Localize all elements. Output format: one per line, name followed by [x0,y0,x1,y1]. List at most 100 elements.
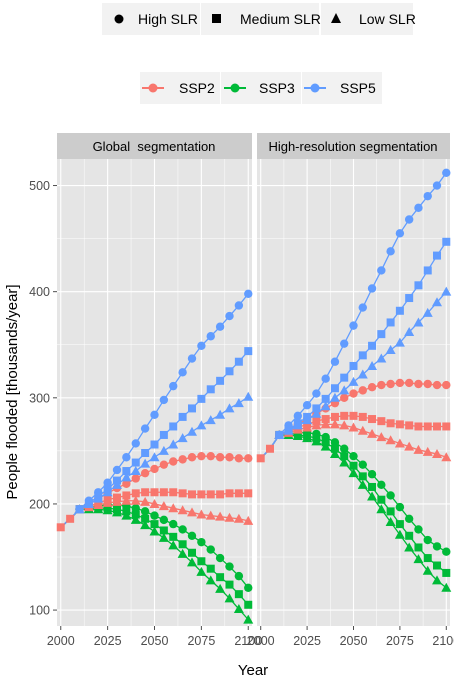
point-ssp3-high-slr [244,583,253,592]
point-ssp5-low-slr [385,345,396,355]
point-ssp2-high-slr [432,380,442,390]
point-ssp2-high-slr [377,380,386,390]
x-tick-label: 2075 [187,634,215,648]
point-ssp5-high-slr [112,465,122,475]
point-ssp3-medium-slr [197,557,206,566]
point-ssp5-high-slr [159,395,169,405]
point-ssp5-high-slr [367,284,377,293]
point-ssp3-medium-slr [433,561,442,570]
point-ssp2-medium-slr [216,490,225,499]
point-ssp2-high-slr [225,453,234,462]
point-ssp3-medium-slr [225,580,234,589]
x-tick-label: 2025 [94,634,122,648]
point-ssp2-high-slr [159,460,169,469]
point-ssp3-low-slr [348,468,359,478]
point-ssp2-low-slr [404,441,415,451]
point-ssp2-low-slr [385,435,396,445]
point-ssp3-high-slr [150,511,159,520]
point-ssp2-medium-slr [368,415,377,424]
point-ssp3-high-slr [423,535,432,545]
point-ssp2-medium-slr [442,422,451,431]
point-ssp2-high-slr [234,454,244,463]
point-ssp5-medium-slr [122,467,131,476]
point-ssp5-low-slr [158,445,169,455]
point-ssp5-low-slr [83,498,94,508]
point-ssp2-low-slr [140,496,151,506]
point-ssp2-medium-slr [414,422,423,431]
point-ssp5-low-slr [404,327,415,337]
y-tick-label: 300 [29,391,50,405]
series-ssp5-medium-slr [260,237,451,459]
point-ssp3-low-slr [205,575,216,585]
point-ssp3-low-slr [441,582,452,592]
point-ssp2-low-slr [441,452,452,462]
point-ssp3-medium-slr [340,452,349,461]
point-ssp5-high-slr [169,381,178,391]
point-ssp3-high-slr [377,480,386,490]
point-ssp5-high-slr [423,191,432,201]
y-tick-label: 400 [29,285,50,299]
point-ssp2-medium-slr [169,488,178,497]
point-ssp5-low-slr [292,420,303,430]
point-ssp3-high-slr [234,571,244,581]
point-ssp2-medium-slr [197,490,206,499]
point-ssp3-low-slr [394,529,405,539]
point-ssp2-high-slr [131,474,140,483]
point-ssp2-low-slr [158,501,169,511]
point-ssp2-high-slr [349,389,358,398]
point-ssp5-high-slr [377,266,386,275]
point-ssp5-low-slr [215,409,226,419]
point-ssp2-low-slr [394,438,405,448]
point-ssp3-medium-slr [141,514,150,523]
y-tick-labels: 100 200 300 400 500 [29,179,57,618]
point-ssp5-medium-slr [216,376,225,385]
point-history [56,523,65,532]
point-ssp5-high-slr [150,410,159,419]
point-ssp3-medium-slr [358,472,367,481]
point-ssp5-low-slr [233,398,244,408]
point-ssp5-medium-slr [131,458,140,467]
point-ssp2-high-slr [178,455,187,464]
point-ssp3-medium-slr [178,540,187,549]
point-ssp5-medium-slr [395,306,404,315]
point-ssp3-high-slr [414,525,423,534]
point-ssp2-medium-slr [321,415,330,424]
point-ssp2-low-slr [413,444,424,454]
point-ssp3-low-slr [367,491,378,501]
point-ssp2-low-slr [376,432,387,442]
panel-left-strip [57,133,252,159]
series-history [256,444,274,463]
point-ssp2-medium-slr [150,488,159,497]
point-ssp2-low-slr [302,422,313,432]
series-ssp5-high-slr [260,168,451,459]
point-ssp3-low-slr [140,520,151,530]
point-history [66,514,75,523]
point-ssp5-high-slr [404,215,414,224]
x-tick-label: 2000 [247,634,275,648]
point-ssp5-high-slr [140,424,150,433]
point-ssp5-high-slr [321,374,330,383]
point-ssp3-medium-slr [234,590,243,599]
point-ssp2-medium-slr [340,411,349,420]
point-ssp5-low-slr [243,391,254,401]
point-ssp2-high-slr [340,393,349,403]
point-ssp3-medium-slr [423,554,432,563]
point-ssp2-medium-slr [358,412,367,421]
point-ssp3-high-slr [358,460,367,469]
point-ssp2-low-slr [339,420,350,430]
point-ssp3-high-slr [206,545,215,554]
point-ssp3-low-slr [385,516,396,526]
point-ssp2-medium-slr [377,417,386,426]
point-history [265,444,274,453]
point-ssp5-low-slr [339,385,350,395]
point-ssp2-high-slr [423,379,432,389]
point-ssp2-high-slr [404,378,414,388]
point-ssp5-medium-slr [340,373,349,382]
x-tick-label: 2075 [386,634,414,648]
series-ssp5-low-slr [260,286,452,459]
point-ssp2-high-slr [122,479,131,488]
point-ssp3-high-slr [178,525,187,534]
point-ssp3-high-slr [367,470,377,479]
point-ssp3-low-slr [187,557,197,567]
point-ssp3-low-slr [243,614,254,624]
